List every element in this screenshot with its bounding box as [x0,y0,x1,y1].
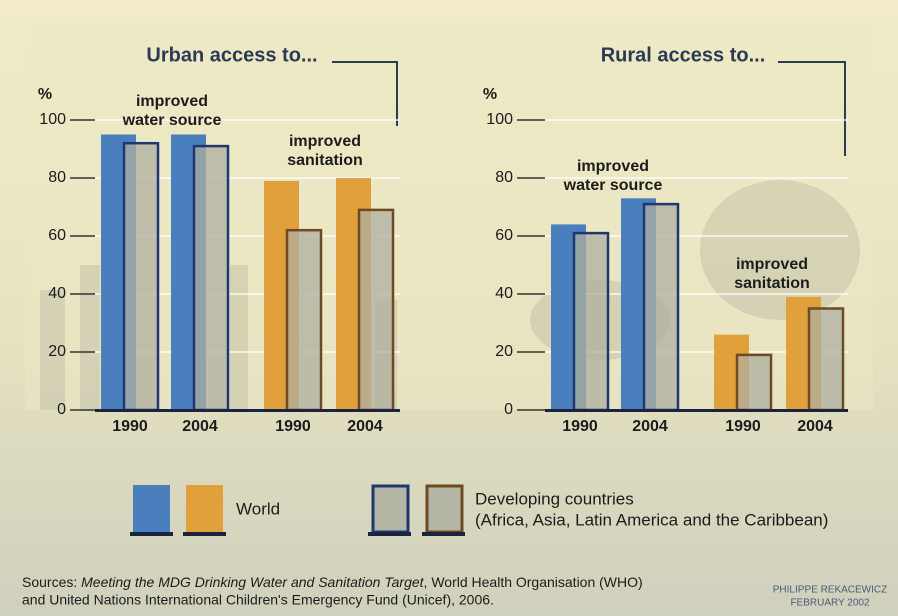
y-tick-label: 40 [48,285,66,302]
bar [735,353,773,412]
sources-title: Meeting the MDG Drinking Water and Sanit… [81,574,425,590]
credit: PHILIPPE REKACEWICZ [773,585,887,596]
legend-label: Developing countries [475,489,634,508]
group-label: improved [289,133,361,150]
x-tick-label: 1990 [112,418,148,435]
legend-note: (Africa, Asia, Latin America and the Car… [475,510,828,529]
group-label: improved [577,158,649,175]
legend-base [422,532,465,536]
y-tick-label: 100 [486,111,513,128]
y-tick-label: 0 [57,401,66,418]
y-tick-label: 60 [495,227,513,244]
y-tick-label: 100 [39,111,66,128]
group-label: improved [736,256,808,273]
x-tick-label: 1990 [562,418,598,435]
legend-base [183,532,226,536]
y-tick-label: 0 [504,401,513,418]
bar [642,202,680,412]
bar [192,144,230,412]
legend-base [130,532,173,536]
chart-title: Rural access to... [601,44,766,66]
credit: FEBRUARY 2002 [790,598,870,609]
group-label: water source [122,112,222,129]
title-leader [778,61,846,156]
bar [122,141,160,412]
x-tick-label: 2004 [632,418,668,435]
bar [807,307,845,412]
chart-title: Urban access to... [146,44,317,66]
legend-label: World [236,499,280,518]
bar [572,231,610,412]
x-tick-label: 2004 [182,418,218,435]
y-tick-label: 80 [495,169,513,186]
x-tick-label: 1990 [275,418,311,435]
x-tick-label: 2004 [797,418,833,435]
x-tick-label: 2004 [347,418,383,435]
y-tick-label: 60 [48,227,66,244]
title-leader [332,61,398,126]
x-tick-label: 1990 [725,418,761,435]
sources-text: Sources: [22,574,81,590]
group-label: sanitation [287,152,363,169]
y-axis-label: % [483,86,497,103]
y-tick-label: 20 [495,343,513,360]
bar [285,228,323,412]
y-tick-label: 40 [495,285,513,302]
group-label: improved [136,93,208,110]
y-axis-label: % [38,86,52,103]
legend-swatch [133,485,170,532]
group-label: sanitation [734,275,810,292]
legend: World Developing countries (Africa, Asia… [130,484,828,536]
legend-base [368,532,411,536]
sources: and United Nations International Childre… [22,592,494,608]
legend-swatch [186,485,223,532]
legend-swatch [371,484,410,534]
group-label: water source [563,177,663,194]
bar [357,208,395,412]
y-tick-label: 80 [48,169,66,186]
legend-swatch [425,484,464,534]
sources-text: , World Health Organisation (WHO) [424,574,643,590]
x-axis [545,409,848,412]
y-tick-label: 20 [48,343,66,360]
x-axis [95,409,400,412]
sources: Sources: Meeting the MDG Drinking Water … [22,574,643,590]
